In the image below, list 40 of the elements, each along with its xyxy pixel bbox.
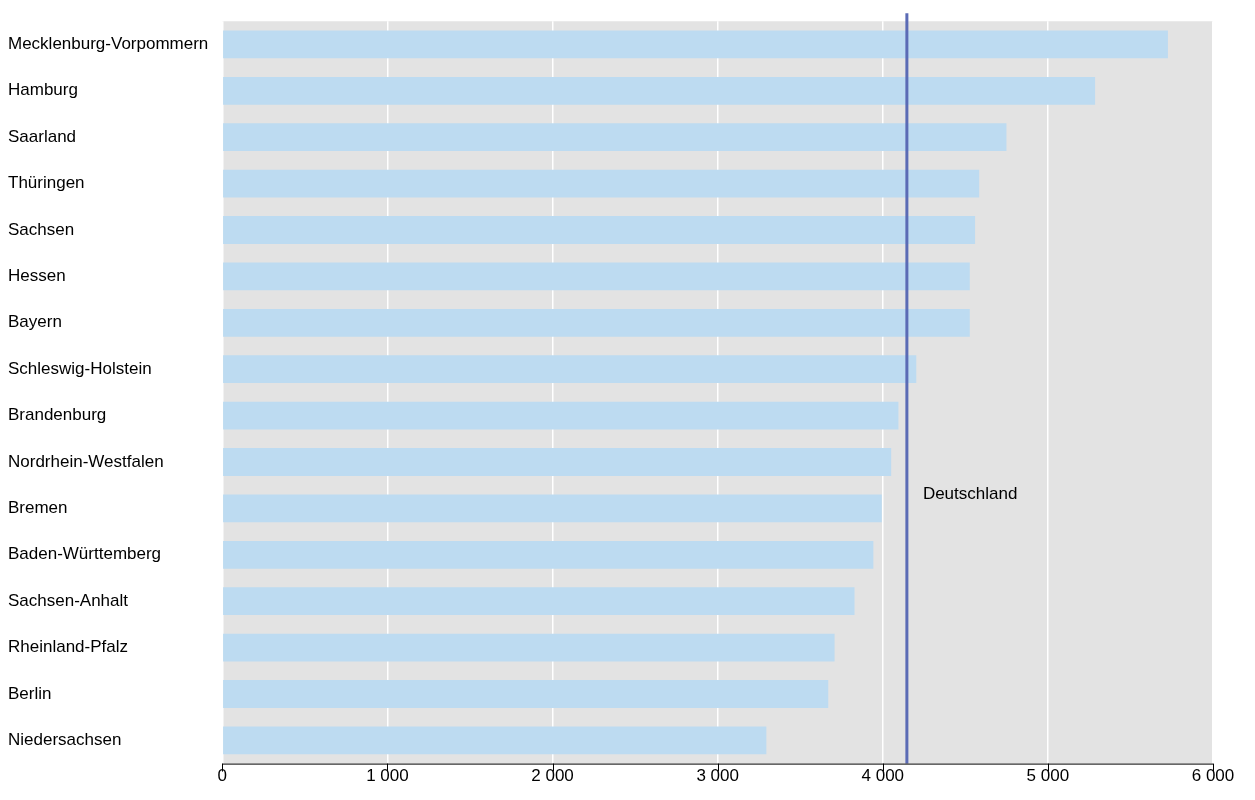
bar — [223, 540, 874, 569]
bar — [223, 262, 970, 291]
bar — [223, 169, 980, 198]
bar — [223, 123, 1007, 152]
y-tick-label: Sachsen — [8, 219, 75, 239]
bar — [223, 355, 917, 384]
y-tick-label: Saarland — [8, 126, 77, 146]
bar — [223, 587, 855, 616]
ref-line-label: Deutschland — [922, 483, 1018, 503]
y-tick-label: Rheinland-Pfalz — [8, 637, 129, 657]
bar — [223, 726, 767, 755]
x-tick-label: 1 000 — [366, 766, 409, 786]
bar — [223, 633, 835, 662]
x-tick-label: 3 000 — [696, 766, 739, 786]
y-tick-label: Sachsen-Anhalt — [8, 590, 129, 610]
x-tick-label: 5 000 — [1026, 766, 1070, 786]
y-tick-label: Hamburg — [8, 80, 78, 100]
y-tick-label: Baden-Württemberg — [8, 544, 162, 564]
y-tick-label: Hessen — [8, 266, 66, 286]
y-tick-label: Schleswig-Holstein — [8, 358, 152, 378]
x-tick-label: 2 000 — [531, 766, 574, 786]
x-tick-label: 6 000 — [1191, 766, 1235, 786]
bar — [223, 494, 882, 523]
y-tick-label: Brandenburg — [8, 405, 107, 425]
bar — [223, 401, 899, 430]
y-tick-label: Mecklenburg-Vorpommern — [8, 34, 209, 54]
y-tick-label: Nordrhein-Westfalen — [8, 451, 164, 471]
bar — [223, 30, 1168, 59]
y-tick-label: Niedersachsen — [8, 730, 122, 750]
bar — [223, 76, 1096, 105]
bar — [223, 680, 829, 708]
x-tick-label: 4 000 — [861, 766, 905, 786]
y-tick-label: Bayern — [8, 312, 62, 332]
y-tick-label: Berlin — [8, 683, 52, 703]
y-tick-label: Thüringen — [8, 173, 85, 193]
bar — [223, 308, 970, 337]
bar — [223, 216, 976, 244]
x-tick-label: 0 — [217, 766, 228, 786]
y-tick-label: Bremen — [8, 498, 68, 518]
bar — [223, 448, 892, 476]
